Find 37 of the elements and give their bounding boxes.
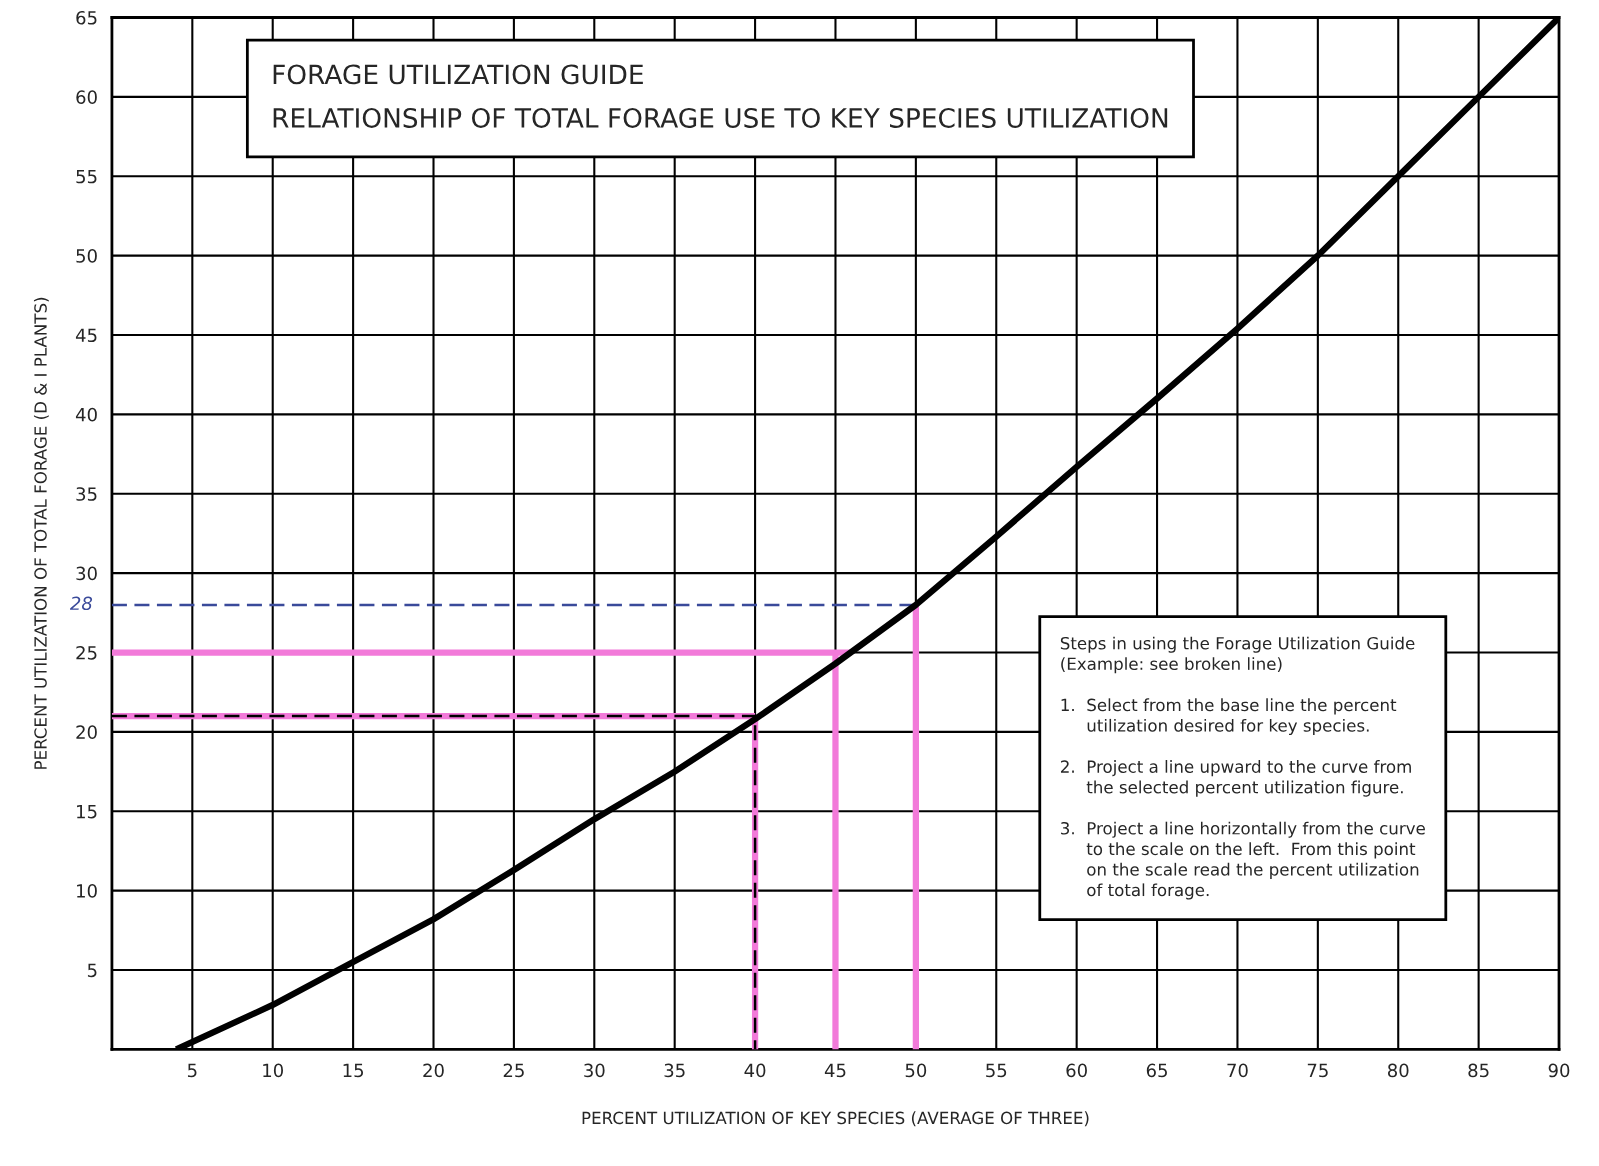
annotation: 28 [69,596,93,611]
x-tick-label: 75 [1307,1063,1328,1078]
x-tick-label: 40 [744,1063,766,1078]
x-tick-label: 70 [1227,1063,1248,1078]
x-tick-label: 35 [664,1063,685,1078]
y-tick-label: 40 [75,407,97,422]
y-tick-label: 55 [76,169,97,184]
text: RELATIONSHIP OF TOTAL FORAGE USE TO KEY SPECIES UTILIZATION [273,107,1168,128]
y-tick-label: 20 [76,725,97,740]
x-tick-label: 55 [986,1063,1007,1078]
y-tick-label: 15 [77,804,97,819]
y-tick-label: 50 [76,249,97,263]
y-tick-label: 65 [76,10,97,25]
y-tick-label: 35 [76,487,97,501]
y-tick-label: 60 [76,90,97,104]
x-tick-label: 15 [343,1063,364,1078]
x-tick-label: 85 [1468,1063,1489,1078]
y-tick-label: 10 [77,884,97,898]
x-tick-label: 5 [187,1063,197,1078]
x-tick-label: 10 [263,1063,284,1078]
x-tick-label: 20 [423,1063,444,1078]
y-tick-label: 45 [75,328,97,343]
x-tick-label: 30 [584,1063,605,1078]
y-tick-label: 5 [87,963,97,978]
text: FORAGE UTILIZATION GUIDE [273,64,643,85]
x-axis-title: PERCENT UTILIZATION OF KEY SPECIES (AVERAGE OF THREE) [582,1111,1089,1127]
x-tick-label: 25 [503,1063,524,1078]
y-tick-label: 30 [76,566,97,581]
y-tick-label: 25 [76,645,97,660]
x-tick-label: 60 [1066,1063,1087,1078]
x-tick-label: 65 [1146,1063,1167,1078]
x-tick-label: 45 [824,1063,846,1078]
x-tick-label: 50 [905,1063,927,1078]
x-tick-label: 80 [1387,1063,1409,1078]
x-tick-label: 90 [1548,1063,1570,1078]
y-axis-title: PERCENT UTILIZATION OF TOTAL FORAGE (D & I PLANTS) [33,297,49,769]
text: Steps in using the Forage Utilization Guide (Example: see broken line) 1. Select from the base line the percent utilization desired for key species. 2. Project a line upward to the curve from the selected percent utilization figure. 3. Project a line horizontally from the curve to the scale on the left. From this point on the scale read the percent utilization of total forage. [1060,636,1425,900]
